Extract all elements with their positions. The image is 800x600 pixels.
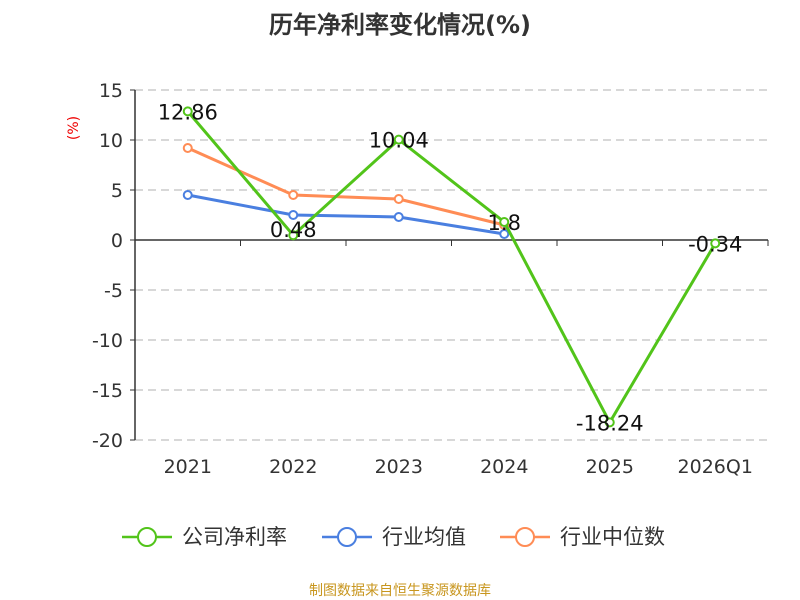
y-tick-label: -10	[92, 330, 123, 352]
y-tick-label: -20	[92, 430, 123, 452]
data-point	[393, 134, 404, 145]
legend-label: 行业中位数	[560, 525, 665, 549]
series-line	[187, 193, 505, 236]
y-tick-label: 15	[99, 80, 123, 102]
y-axis-unit: (%)	[66, 116, 82, 140]
data-point	[393, 212, 404, 222]
data-label: -18.24	[576, 411, 644, 435]
series-line	[186, 110, 717, 426]
y-tick-label: -15	[92, 380, 123, 402]
x-tick-label: 2021	[164, 456, 212, 478]
data-label: 12.86	[158, 100, 218, 124]
data-point	[288, 190, 299, 200]
data-point	[288, 210, 299, 220]
legend-marker	[515, 527, 535, 547]
x-tick-label: 2026Q1	[678, 456, 753, 478]
source-note: 制图数据来自恒生聚源数据库	[309, 583, 491, 599]
data-point	[393, 194, 404, 204]
data-label: 0.48	[270, 218, 317, 242]
data-label: 10.04	[369, 129, 429, 153]
x-tick-label: 2022	[269, 456, 317, 478]
y-tick-label: 10	[99, 130, 123, 152]
y-tick-label: -5	[104, 280, 123, 302]
data-point	[499, 217, 510, 227]
data-point	[499, 229, 510, 239]
data-point	[182, 190, 193, 200]
data-point	[182, 106, 193, 117]
data-label: 1.8	[488, 211, 521, 235]
legend-label: 公司净利率	[182, 525, 287, 549]
legend-marker	[137, 527, 157, 547]
x-tick-label: 2024	[480, 456, 528, 478]
y-tick-label: 0	[111, 230, 123, 252]
data-point	[182, 143, 193, 153]
x-tick-label: 2023	[375, 456, 423, 478]
data-point	[604, 417, 615, 428]
legend-marker	[337, 527, 357, 547]
chart-title: 历年净利率变化情况(%)	[269, 11, 531, 39]
x-tick-label: 2025	[586, 456, 634, 478]
data-point	[288, 230, 299, 241]
y-tick-label: 5	[111, 180, 123, 202]
data-label: -0.34	[688, 232, 742, 256]
legend-label: 行业均值	[382, 525, 466, 549]
data-point	[710, 238, 721, 249]
